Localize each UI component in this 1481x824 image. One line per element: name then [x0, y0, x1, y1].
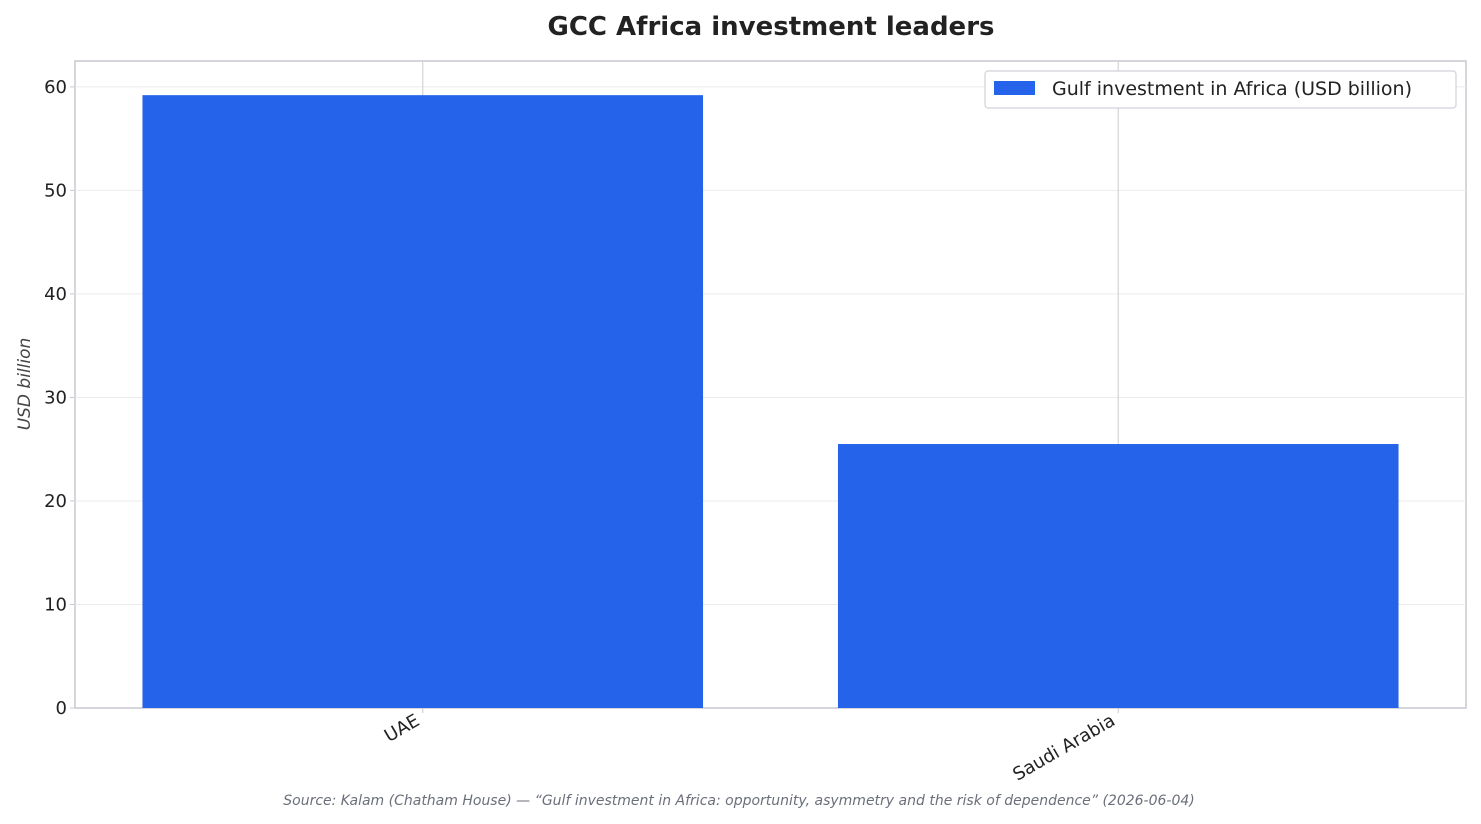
y-axis-ticks: 0 10 20 30 40 50 60	[44, 77, 75, 719]
chart-title: GCC Africa investment leaders	[548, 12, 995, 42]
x-tick-label: UAE	[381, 710, 423, 747]
legend-label: Gulf investment in Africa (USD billion)	[1052, 78, 1412, 100]
y-tick-label: 40	[44, 284, 67, 305]
y-tick-label: 50	[44, 180, 67, 201]
y-tick-label: 30	[44, 387, 67, 408]
source-note: Source: Kalam (Chatham House) — “Gulf in…	[283, 793, 1195, 809]
bars	[142, 95, 1399, 708]
y-axis-label: USD billion	[15, 338, 35, 431]
x-axis-ticks: UAE Saudi Arabia	[381, 708, 1119, 785]
x-tick-label: Saudi Arabia	[1009, 710, 1118, 785]
y-tick-label: 0	[56, 698, 67, 719]
legend: Gulf investment in Africa (USD billion)	[984, 70, 1457, 109]
bar-uae	[142, 95, 704, 708]
bar-saudi-arabia	[837, 444, 1399, 708]
y-tick-label: 60	[44, 77, 67, 98]
y-tick-label: 20	[44, 491, 67, 512]
y-tick-label: 10	[44, 594, 67, 615]
legend-box	[984, 70, 1457, 109]
legend-swatch	[994, 81, 1035, 95]
